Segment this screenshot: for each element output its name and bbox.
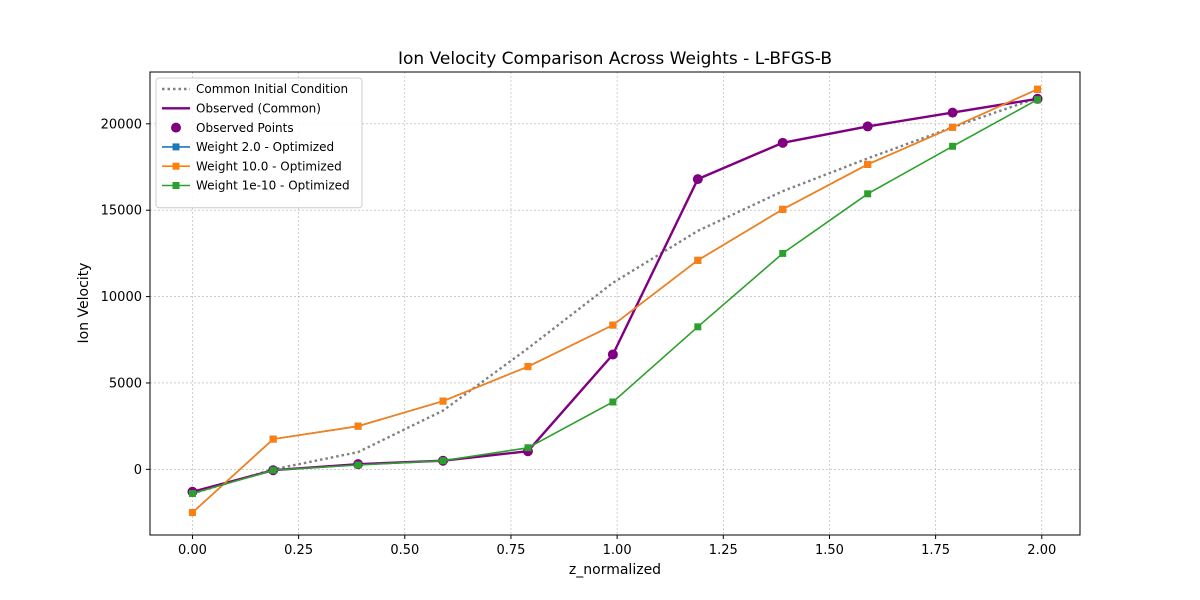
legend-item: Observed Points: [171, 121, 294, 135]
legend-marker: [172, 182, 180, 189]
data-point: [188, 490, 196, 498]
data-point: [777, 137, 788, 148]
data-point: [947, 107, 958, 118]
y-tick-label: 20000: [101, 117, 142, 132]
data-point: [1034, 85, 1042, 93]
series-common-initial-condition: [192, 96, 1038, 495]
data-point: [864, 160, 872, 168]
data-point: [354, 461, 362, 469]
data-point: [694, 256, 702, 264]
x-axis-label: z_normalized: [569, 562, 661, 578]
data-point: [779, 205, 787, 213]
legend-item: Weight 10.0 - Optimized: [162, 159, 342, 173]
data-point: [269, 435, 277, 443]
plot-series: [187, 85, 1043, 517]
data-point: [524, 444, 532, 452]
legend-item: Observed (Common): [162, 102, 321, 116]
axis-ticks: 0.00 0.25 0.50 0.75 1.00 1.25 1.50 1.75 2.00 0 500…: [101, 117, 1057, 558]
y-tick-label: 15000: [101, 204, 142, 219]
data-point: [864, 190, 872, 198]
data-point: [609, 321, 617, 329]
data-point: [439, 397, 447, 405]
legend-label: Weight 10.0 - Optimized: [196, 159, 342, 173]
x-tick-label: 1.25: [709, 543, 738, 558]
x-tick-label: 0.00: [178, 543, 207, 558]
legend: Common Initial Condition Observed (Common…: [155, 77, 363, 209]
x-tick-label: 0.75: [496, 543, 525, 558]
data-point: [779, 249, 787, 257]
legend-handle: [171, 122, 181, 133]
data-point: [607, 349, 618, 360]
grid: [150, 72, 1080, 535]
series-weight-10-0-optimized: [188, 85, 1042, 517]
legend-item: Weight 2.0 - Optimized: [162, 140, 334, 154]
legend-label: Weight 2.0 - Optimized: [196, 140, 334, 154]
data-point: [188, 509, 196, 517]
legend-label: Observed Points: [196, 121, 294, 135]
data-point: [694, 323, 702, 331]
legend-label: Common Initial Condition: [196, 82, 348, 96]
data-point: [949, 142, 957, 150]
plot-frame: [149, 71, 1081, 536]
x-tick-label: 2.00: [1027, 543, 1056, 558]
legend-marker: [172, 143, 180, 151]
x-tick-label: 0.25: [284, 543, 313, 558]
legend-marker: [172, 162, 180, 170]
x-tick-label: 1.50: [815, 543, 844, 558]
data-point: [269, 466, 277, 474]
legend-label: Weight 1e-10 - Optimized: [196, 179, 350, 193]
legend-label: Observed (Common): [196, 102, 321, 116]
legend-item: Weight 1e-10 - Optimized: [162, 179, 350, 193]
series-weight-1e-10-optimized: [188, 96, 1042, 498]
y-tick-label: 10000: [101, 290, 142, 305]
data-point: [439, 457, 447, 465]
data-point: [354, 422, 362, 430]
y-tick-label: 0: [134, 463, 142, 478]
data-point: [524, 363, 532, 371]
data-point: [862, 121, 873, 132]
data-point: [949, 123, 957, 131]
x-tick-label: 0.50: [390, 543, 419, 558]
y-axis-label: Ion Velocity: [76, 263, 92, 344]
data-point: [609, 398, 617, 406]
data-point: [1034, 96, 1042, 104]
series-line: [192, 96, 1038, 495]
legend-box: [155, 77, 363, 209]
chart-title: Ion Velocity Comparison Across Weights -…: [398, 49, 832, 69]
legend-item: Common Initial Condition: [162, 82, 348, 96]
x-tick-label: 1.00: [603, 543, 632, 558]
y-tick-label: 5000: [109, 376, 142, 391]
x-tick-label: 1.75: [921, 543, 950, 558]
data-point: [692, 174, 703, 185]
